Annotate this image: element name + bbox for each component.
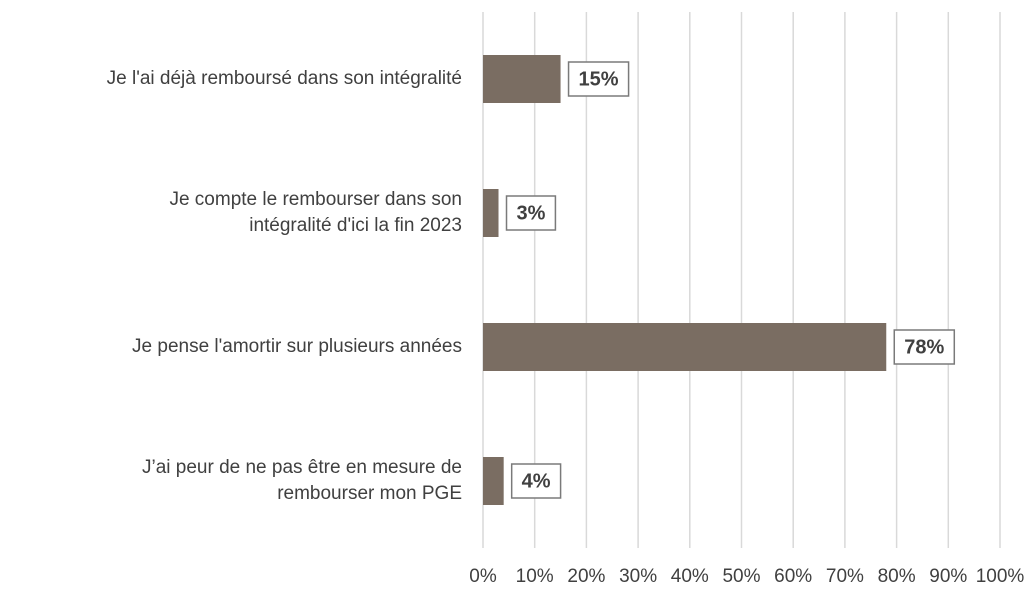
x-tick-label: 40%: [671, 566, 709, 587]
x-tick-label: 100%: [976, 566, 1025, 587]
x-tick-label: 50%: [722, 566, 760, 587]
value-label-box: [893, 329, 956, 365]
bar: [483, 189, 499, 237]
x-tick-label: 20%: [567, 566, 605, 587]
x-tick-label: 0%: [469, 566, 497, 587]
value-label: 4%: [522, 470, 551, 492]
x-tick-label: 60%: [774, 566, 812, 587]
value-label: 3%: [517, 202, 546, 224]
x-tick-label: 90%: [929, 566, 967, 587]
x-tick-label: 80%: [878, 566, 916, 587]
category-label: J’ai peur de ne pas être en mesure de re…: [141, 457, 462, 504]
value-label: 15%: [579, 68, 619, 90]
bar: [483, 55, 561, 103]
category-label: Je compte le rembourser dans son intégra…: [169, 189, 462, 236]
category-label: Je l'ai déjà remboursé dans son intégral…: [106, 68, 462, 89]
x-tick-label: 10%: [516, 566, 554, 587]
x-tick-label: 70%: [826, 566, 864, 587]
bar: [483, 323, 887, 371]
bar: [483, 457, 504, 505]
value-label-box: [567, 61, 630, 97]
value-label-box: [505, 195, 557, 231]
value-label-box: [510, 463, 562, 499]
category-label: Je pense l'amortir sur plusieurs années: [132, 336, 462, 357]
x-tick-label: 30%: [619, 566, 657, 587]
value-label: 78%: [904, 336, 944, 358]
